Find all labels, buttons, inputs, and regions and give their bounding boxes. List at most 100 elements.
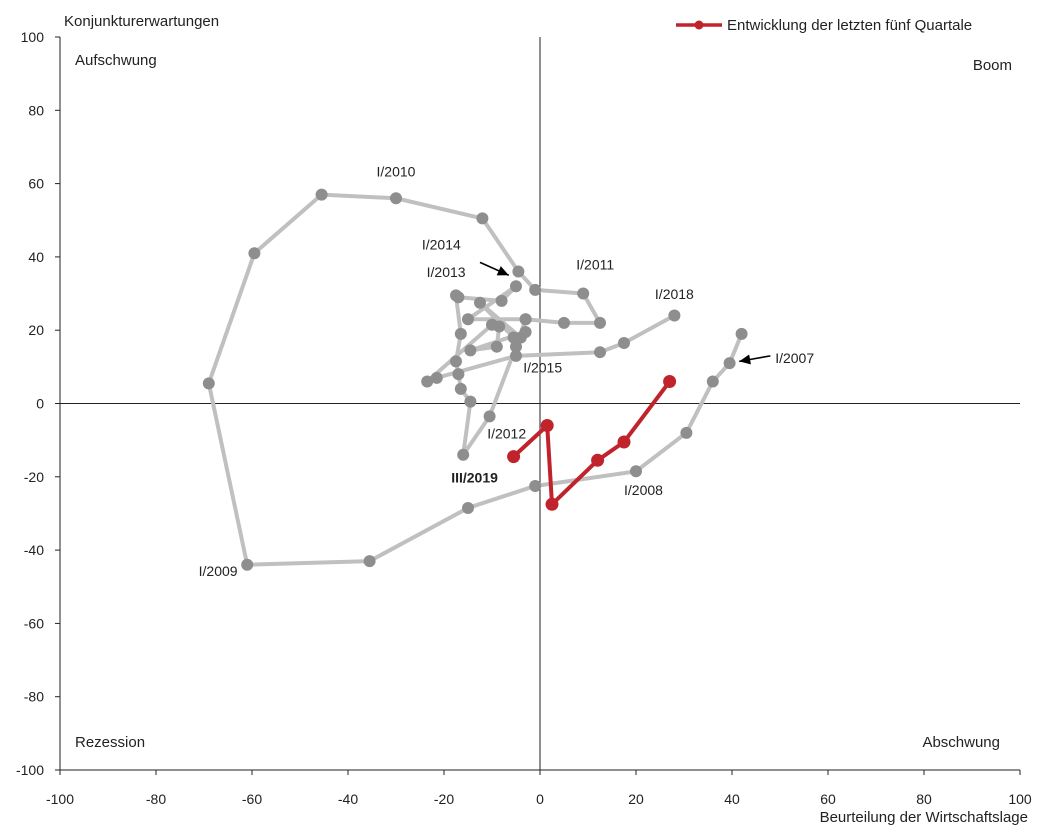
- recent-point: [545, 497, 559, 511]
- history-point: [594, 346, 606, 359]
- x-tick-label: 80: [916, 791, 932, 807]
- y-tick-label: 40: [28, 249, 44, 265]
- y-tick-label: 80: [28, 102, 44, 118]
- history-point: [618, 337, 630, 350]
- history-point: [462, 313, 474, 326]
- annotation-arrow-head: [496, 266, 509, 276]
- period-annotation: I/2013: [427, 264, 466, 280]
- period-annotation: I/2014: [422, 237, 461, 253]
- recent-point: [507, 450, 521, 464]
- y-tick-label: -20: [24, 469, 44, 485]
- annotation-arrows: [479, 261, 771, 365]
- history-point: [474, 296, 486, 309]
- history-point: [476, 212, 489, 225]
- history-point: [723, 357, 736, 370]
- history-point: [464, 395, 477, 408]
- y-tick-label: 0: [36, 396, 44, 412]
- x-tick-label: -20: [434, 791, 454, 807]
- history-point: [315, 188, 328, 201]
- axes-frame: [59, 37, 1020, 771]
- history-point: [452, 368, 465, 381]
- history-point: [363, 555, 376, 568]
- history-point: [486, 318, 498, 331]
- recent-point: [540, 418, 554, 432]
- y-axis-ticks: 100 80 60 40 20 0 -20 -40 -60 -80 -100: [16, 29, 60, 778]
- history-point: [735, 327, 748, 340]
- history-point: [202, 377, 215, 390]
- history-point: [454, 382, 467, 395]
- history-point: [512, 265, 525, 278]
- history-series: [202, 188, 748, 571]
- history-point: [668, 309, 681, 322]
- history-point: [457, 448, 470, 461]
- y-tick-label: 60: [28, 176, 44, 192]
- quadrant-label-abschwung: Abschwung: [922, 734, 1000, 751]
- x-tick-label: -40: [338, 791, 358, 807]
- annotation-arrow-head: [739, 354, 751, 365]
- x-tick-label: 40: [724, 791, 740, 807]
- period-annotation: I/2010: [377, 163, 416, 179]
- y-tick-label: -100: [16, 762, 44, 778]
- recent-line: [512, 380, 672, 507]
- history-point: [558, 316, 570, 329]
- y-tick-label: -60: [24, 615, 44, 631]
- history-point: [241, 558, 254, 571]
- y-axis-title: Konjunkturerwartungen: [64, 13, 219, 30]
- x-tick-label: -80: [146, 791, 166, 807]
- quadrant-label-boom: Boom: [973, 57, 1012, 74]
- x-tick-label: -60: [242, 791, 262, 807]
- history-point: [510, 340, 522, 353]
- history-point: [510, 280, 522, 293]
- history-point: [529, 283, 542, 296]
- history-point: [680, 426, 693, 439]
- history-point: [594, 316, 606, 329]
- history-point: [421, 375, 434, 388]
- history-line: [206, 192, 744, 567]
- y-tick-label: 20: [28, 322, 44, 338]
- history-point: [390, 192, 402, 205]
- y-tick-label: -80: [24, 689, 44, 705]
- x-axis-ticks: -100 -80 -60 -40 -20 0 20 40 60 80 100: [46, 770, 1032, 807]
- history-point: [495, 294, 508, 307]
- period-annotation: I/2011: [576, 257, 614, 273]
- history-point: [450, 355, 462, 368]
- history-point: [519, 313, 532, 326]
- y-tick-label: -40: [24, 542, 44, 558]
- x-tick-label: -100: [46, 791, 74, 807]
- x-tick-label: 100: [1008, 791, 1032, 807]
- x-tick-label: 20: [628, 791, 644, 807]
- recent-point: [617, 435, 631, 449]
- x-tick-label: 0: [536, 791, 544, 807]
- recent-point: [663, 375, 677, 389]
- y-tick-label: 100: [21, 29, 45, 45]
- history-point: [577, 287, 590, 300]
- history-point: [248, 247, 261, 260]
- period-annotation: I/2018: [655, 286, 694, 302]
- history-point: [706, 375, 719, 388]
- legend-label: Entwicklung der letzten fünf Quartale: [727, 17, 972, 34]
- legend: Entwicklung der letzten fünf Quartale: [676, 17, 972, 34]
- history-point: [507, 331, 520, 344]
- period-annotation: I/2008: [624, 482, 663, 498]
- quadrant-label-rezession: Rezession: [75, 734, 145, 751]
- history-point: [454, 327, 467, 340]
- history-point: [464, 344, 477, 357]
- history-point: [529, 479, 542, 492]
- history-point: [483, 410, 496, 423]
- period-annotation: III/2019: [451, 469, 498, 485]
- history-point: [430, 371, 443, 384]
- history-point: [510, 349, 522, 362]
- period-annotation: I/2015: [523, 359, 562, 375]
- legend-point-swatch: [694, 20, 704, 30]
- recent-point: [591, 453, 605, 467]
- quadrant-label-aufschwung: Aufschwung: [75, 52, 157, 69]
- period-annotation: I/2012: [487, 425, 526, 441]
- history-point: [452, 291, 465, 304]
- history-point: [630, 465, 642, 478]
- period-annotation: I/2009: [199, 563, 238, 579]
- period-annotation: I/2007: [775, 350, 814, 366]
- x-axis-title: Beurteilung der Wirtschaftslage: [820, 809, 1028, 826]
- x-tick-label: 60: [820, 791, 836, 807]
